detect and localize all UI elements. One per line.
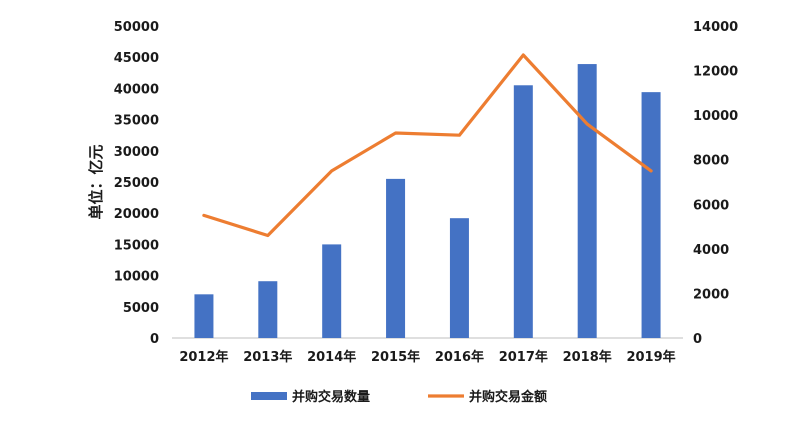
bar-3 [386, 179, 405, 338]
x-tick-label-7: 2019年 [626, 349, 675, 365]
right-tick-label-6: 12000 [693, 65, 738, 80]
x-tick-label-0: 2012年 [179, 349, 228, 365]
x-tick-label-5: 2017年 [499, 349, 548, 365]
left-tick-label-9: 45000 [114, 51, 159, 66]
legend-swatch-bar [251, 392, 287, 400]
right-axis-ticks: 0 2000 4000 6000 8000 10000 12000 14000 [693, 20, 738, 347]
right-tick-label-4: 8000 [693, 154, 729, 169]
left-tick-label-8: 40000 [114, 82, 159, 97]
bar-0 [194, 294, 213, 338]
left-tick-label-1: 5000 [123, 301, 159, 316]
bar-6 [578, 64, 597, 338]
legend: 并购交易数量 并购交易金额 [251, 389, 547, 405]
right-tick-label-2: 4000 [693, 243, 729, 258]
x-tick-label-1: 2013年 [243, 349, 292, 365]
left-tick-label-2: 10000 [114, 270, 159, 285]
left-tick-label-10: 50000 [114, 20, 159, 35]
left-tick-label-5: 25000 [114, 176, 159, 191]
bar-1 [258, 281, 277, 338]
legend-label-line: 并购交易金额 [469, 389, 547, 405]
left-tick-label-0: 0 [150, 332, 159, 347]
left-tick-label-4: 20000 [114, 207, 159, 222]
left-tick-label-6: 30000 [114, 145, 159, 160]
bar-2 [322, 244, 341, 338]
x-axis-ticks: 2012年 2013年 2014年 2015年 2016年 2017年 2018年 2019年 [179, 349, 675, 365]
bar-7 [642, 92, 661, 338]
right-tick-label-0: 0 [693, 332, 702, 347]
right-tick-label-5: 10000 [693, 109, 738, 124]
bar-5 [514, 85, 533, 338]
legend-label-bar: 并购交易数量 [292, 389, 370, 405]
bar-4 [450, 218, 469, 338]
right-tick-label-7: 14000 [693, 20, 738, 35]
x-tick-label-4: 2016年 [435, 349, 484, 365]
bar-series [194, 64, 660, 338]
y-axis-label: 单位：亿元 [87, 144, 105, 219]
x-tick-label-2: 2014年 [307, 349, 356, 365]
left-axis-ticks: 0 5000 10000 15000 20000 25000 30000 35000 40000… [114, 20, 159, 347]
right-tick-label-3: 6000 [693, 198, 729, 213]
left-tick-label-7: 35000 [114, 114, 159, 129]
x-tick-label-6: 2018年 [563, 349, 612, 365]
right-tick-label-1: 2000 [693, 287, 729, 302]
x-tick-label-3: 2015年 [371, 349, 420, 365]
left-tick-label-3: 15000 [114, 238, 159, 253]
